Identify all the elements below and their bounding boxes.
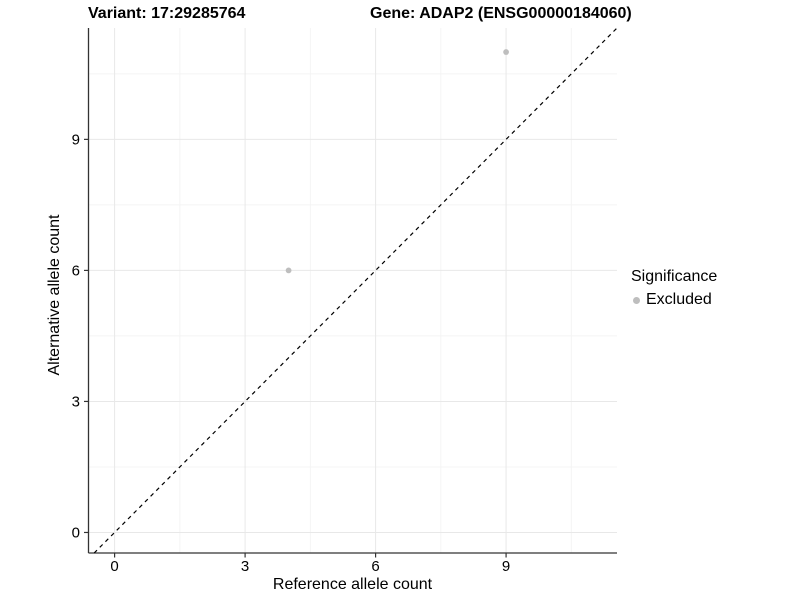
legend: Significance Excluded bbox=[631, 268, 717, 309]
excluded-point-icon bbox=[633, 296, 640, 304]
legend-item-excluded: Excluded bbox=[631, 291, 717, 309]
variant-title: Variant: 17:29285764 bbox=[88, 5, 246, 22]
x-tick-label-3: 3 bbox=[241, 558, 249, 575]
y-tick-label-9: 9 bbox=[72, 131, 80, 148]
identity-dashed-line bbox=[93, 27, 618, 554]
y-tick-label-3: 3 bbox=[72, 393, 80, 410]
x-tick-label-9: 9 bbox=[502, 558, 510, 575]
y-tick-label-6: 6 bbox=[72, 262, 80, 279]
legend-item-label: Excluded bbox=[646, 291, 712, 308]
gene-title: Gene: ADAP2 (ENSG00000184060) bbox=[370, 5, 632, 22]
data-point-excluded-9-11 bbox=[503, 49, 509, 55]
x-tick-label-6: 6 bbox=[371, 558, 379, 575]
legend-title: Significance bbox=[631, 268, 718, 285]
y-axis-label: Alternative allele count bbox=[46, 214, 63, 376]
x-tick-label-0: 0 bbox=[110, 558, 118, 575]
data-point-excluded-4-6 bbox=[285, 267, 292, 274]
x-axis-label: Reference allele count bbox=[272, 576, 433, 593]
y-tick-label-0: 0 bbox=[72, 524, 80, 541]
